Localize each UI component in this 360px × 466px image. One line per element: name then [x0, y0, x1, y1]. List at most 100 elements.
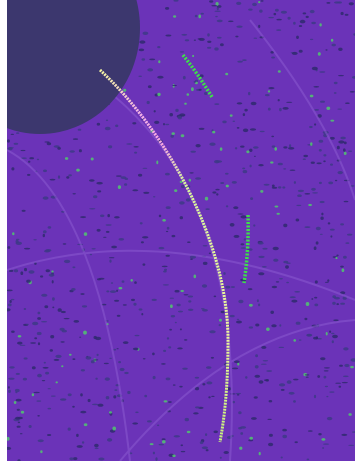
green-speckle [31, 393, 35, 397]
dark-speckle [81, 305, 88, 308]
dark-speckle [72, 193, 76, 195]
dark-speckle [11, 167, 15, 171]
dark-speckle [36, 400, 42, 402]
dark-speckle [273, 258, 279, 262]
dark-speckle [249, 148, 253, 152]
dark-speckle [95, 336, 102, 341]
dark-speckle [351, 76, 355, 79]
dark-speckle [309, 38, 314, 41]
dark-speckle [263, 183, 270, 186]
dark-speckle [138, 48, 145, 52]
dark-speckle [138, 173, 143, 177]
dark-speckle [336, 254, 339, 257]
dark-speckle [46, 142, 52, 146]
dark-speckle [173, 0, 179, 2]
dark-speckle [52, 306, 55, 309]
green-speckle [246, 150, 250, 154]
dark-speckle [26, 279, 31, 283]
dark-speckle [329, 391, 335, 393]
dark-speckle [310, 161, 315, 164]
dark-speckle [165, 254, 170, 257]
dark-speckle [338, 140, 345, 144]
dark-speckle [316, 162, 322, 165]
dark-speckle [206, 366, 212, 369]
dark-speckle [337, 108, 343, 110]
dark-speckle [13, 142, 19, 145]
dark-speckle [220, 43, 224, 47]
dark-speckle [218, 324, 222, 327]
dark-speckle [324, 281, 329, 283]
green-speckle [83, 330, 87, 335]
faint-arc [7, 149, 131, 461]
dark-speckle [76, 433, 79, 437]
dark-speckle [303, 154, 309, 158]
dark-speckle [163, 270, 167, 273]
dark-speckle [174, 289, 180, 293]
dark-speckle [193, 39, 196, 41]
dark-speckle [180, 444, 184, 447]
dark-speckle [37, 342, 41, 346]
dark-speckle [45, 269, 50, 273]
dark-speckle [251, 417, 257, 420]
dark-speckle [248, 91, 251, 96]
dark-speckle [189, 255, 196, 259]
dark-speckle [194, 386, 200, 391]
dark-speckle [109, 357, 112, 359]
dark-speckle [278, 346, 285, 348]
dark-speckle [267, 107, 271, 111]
dark-speckle [15, 416, 21, 420]
dark-speckle [283, 223, 288, 228]
dark-speckle [306, 458, 310, 461]
dark-speckle [225, 172, 229, 175]
dark-speckle [279, 383, 286, 387]
dark-speckle [8, 147, 14, 149]
dark-speckle [22, 377, 27, 381]
dark-speckle [293, 378, 299, 381]
dark-speckle [286, 101, 293, 103]
dark-speckle [199, 74, 204, 78]
dark-speckle [225, 205, 229, 208]
dark-speckle [240, 145, 245, 148]
dark-speckle [36, 331, 42, 336]
dark-speckle [89, 253, 93, 256]
dark-speckle [187, 295, 194, 298]
green-speckle [321, 438, 326, 441]
dark-speckle [340, 265, 344, 268]
dark-speckle [268, 442, 274, 447]
dark-speckle [327, 279, 330, 282]
dark-speckle [279, 278, 283, 280]
dark-speckle [179, 328, 182, 331]
dark-speckle [89, 179, 95, 182]
green-speckle [130, 279, 133, 282]
dark-speckle [304, 317, 308, 321]
dark-speckle [181, 184, 185, 189]
dark-speckle [311, 298, 314, 300]
dark-speckle [115, 124, 119, 128]
dark-speckle [169, 113, 173, 117]
green-speckle [249, 436, 253, 440]
dark-speckle [327, 222, 331, 225]
dark-speckle [247, 288, 253, 291]
dark-speckle [319, 71, 326, 73]
dark-speckle [181, 115, 185, 117]
green-speckle [112, 426, 116, 431]
dark-speckle [185, 198, 191, 202]
dark-speckle [17, 341, 23, 345]
dark-speckle [320, 357, 326, 361]
dark-speckle [333, 319, 339, 322]
dark-speckle [242, 128, 249, 133]
green-speckle [343, 151, 347, 155]
dark-disc [7, 0, 140, 134]
dark-speckle [302, 12, 307, 15]
dark-speckle [240, 432, 244, 435]
dark-speckle [249, 128, 257, 131]
dark-speckle [69, 150, 75, 153]
dark-speckle [184, 339, 188, 341]
dark-speckle [282, 434, 288, 439]
dark-speckle [166, 226, 170, 230]
dark-speckle [19, 433, 23, 435]
dark-speckle [153, 110, 156, 113]
dark-speckle [210, 356, 214, 359]
